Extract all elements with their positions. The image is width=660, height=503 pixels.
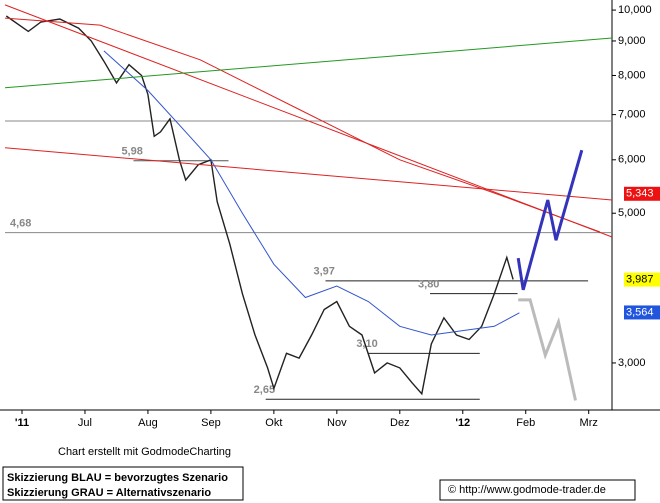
y-tick-label: 10,000 xyxy=(618,4,652,16)
price-tag xyxy=(624,272,660,287)
y-tick-label: 8,000 xyxy=(618,69,646,81)
series-line xyxy=(4,37,613,89)
x-tick-label: Okt xyxy=(265,417,282,429)
copyright: © http://www.godmode-trader.de xyxy=(448,484,606,496)
price-tag-label: 3,564 xyxy=(626,306,654,318)
x-tick-label: Feb xyxy=(516,417,535,429)
price-tag-label: 3,987 xyxy=(626,273,654,285)
price-tag xyxy=(624,186,660,201)
y-tick-label: 3,000 xyxy=(618,357,646,369)
series-line xyxy=(5,15,514,396)
legend-line: Skizzierung GRAU = Alternativszenario xyxy=(7,487,211,499)
series-line xyxy=(4,147,613,201)
level-label: 3,80 xyxy=(418,279,439,291)
x-tick-label: Jul xyxy=(78,417,92,429)
y-tick-label: 5,000 xyxy=(618,207,646,219)
legend-line: Skizzierung BLAU = bevorzugtes Szenario xyxy=(7,472,228,484)
credit: Chart erstellt mit GodmodeCharting xyxy=(58,446,231,458)
x-tick-label: Mrz xyxy=(580,417,598,429)
level-label: 3,97 xyxy=(314,266,335,278)
x-tick-label: '11 xyxy=(15,417,29,429)
legend-box xyxy=(2,466,244,501)
copyright-box xyxy=(439,479,636,501)
y-tick-label: 6,000 xyxy=(618,154,646,166)
series-line xyxy=(4,17,601,233)
series-line xyxy=(516,149,584,291)
series-line xyxy=(4,4,613,238)
x-tick-label: Sep xyxy=(201,417,221,429)
level-label: 5,98 xyxy=(121,146,142,158)
x-tick-label: Nov xyxy=(327,417,347,429)
price-tag xyxy=(624,305,660,320)
y-tick-label: 9,000 xyxy=(618,35,646,47)
level-label: 2,65 xyxy=(254,384,275,396)
level-label: 4,68 xyxy=(10,218,31,230)
y-tick-label: 7,000 xyxy=(618,109,646,121)
x-tick-label: '12 xyxy=(455,417,470,429)
x-tick-label: Dez xyxy=(390,417,410,429)
price-tag-label: 5,343 xyxy=(626,188,654,200)
x-tick-label: Aug xyxy=(138,417,158,429)
series-line xyxy=(518,298,577,401)
series-line xyxy=(103,50,520,336)
level-label: 3,10 xyxy=(356,338,377,350)
